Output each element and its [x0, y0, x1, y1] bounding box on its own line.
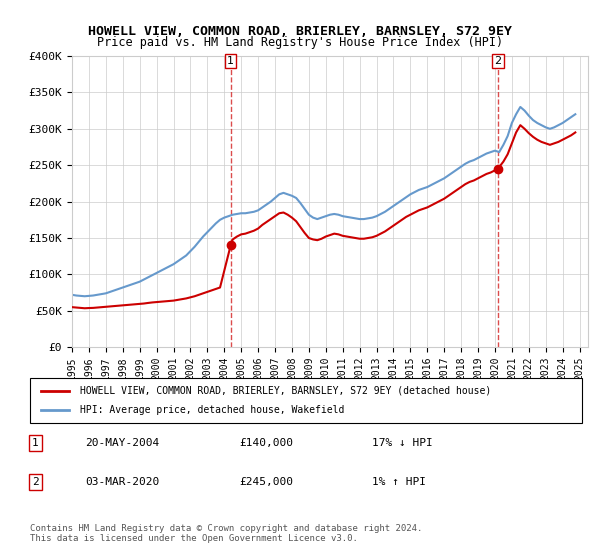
Text: £245,000: £245,000 — [240, 477, 294, 487]
Text: HOWELL VIEW, COMMON ROAD, BRIERLEY, BARNSLEY, S72 9EY (detached house): HOWELL VIEW, COMMON ROAD, BRIERLEY, BARN… — [80, 385, 491, 395]
Text: HPI: Average price, detached house, Wakefield: HPI: Average price, detached house, Wake… — [80, 405, 344, 416]
Text: £140,000: £140,000 — [240, 438, 294, 448]
FancyBboxPatch shape — [30, 378, 582, 423]
Text: Contains HM Land Registry data © Crown copyright and database right 2024.
This d: Contains HM Land Registry data © Crown c… — [30, 524, 422, 543]
Text: Price paid vs. HM Land Registry's House Price Index (HPI): Price paid vs. HM Land Registry's House … — [97, 36, 503, 49]
Text: 1: 1 — [227, 56, 234, 66]
Text: 1: 1 — [32, 438, 39, 448]
Text: 2: 2 — [494, 56, 502, 66]
Text: 03-MAR-2020: 03-MAR-2020 — [85, 477, 160, 487]
Text: 2: 2 — [32, 477, 39, 487]
Text: 17% ↓ HPI: 17% ↓ HPI — [372, 438, 433, 448]
Text: 20-MAY-2004: 20-MAY-2004 — [85, 438, 160, 448]
Text: 1% ↑ HPI: 1% ↑ HPI — [372, 477, 426, 487]
Text: HOWELL VIEW, COMMON ROAD, BRIERLEY, BARNSLEY, S72 9EY: HOWELL VIEW, COMMON ROAD, BRIERLEY, BARN… — [88, 25, 512, 38]
